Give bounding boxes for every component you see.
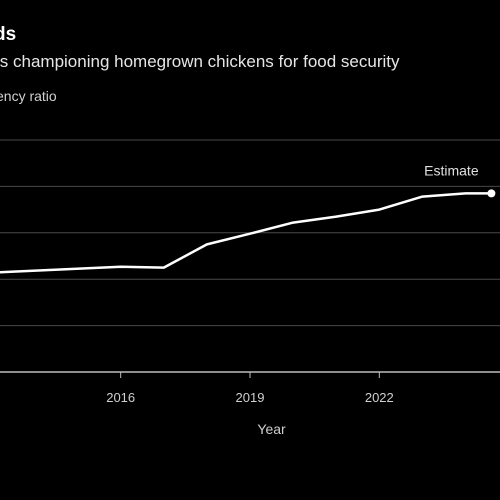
chart-subtitle: ls championing homegrown chickens for fo… [0,52,400,71]
x-tick-label: 2022 [365,390,394,405]
x-axis-title: Year [257,421,286,437]
series-line [0,192,492,274]
chart-title: ds [0,24,17,45]
x-tick-label: 2016 [106,390,135,405]
x-axis-ticks: 2016 2019 2022 [106,372,394,405]
x-tick-label: 2019 [236,390,265,405]
estimate-annotation: Estimate [424,162,479,178]
y-axis-label: ency ratio [0,88,57,104]
estimate-marker [487,189,496,198]
